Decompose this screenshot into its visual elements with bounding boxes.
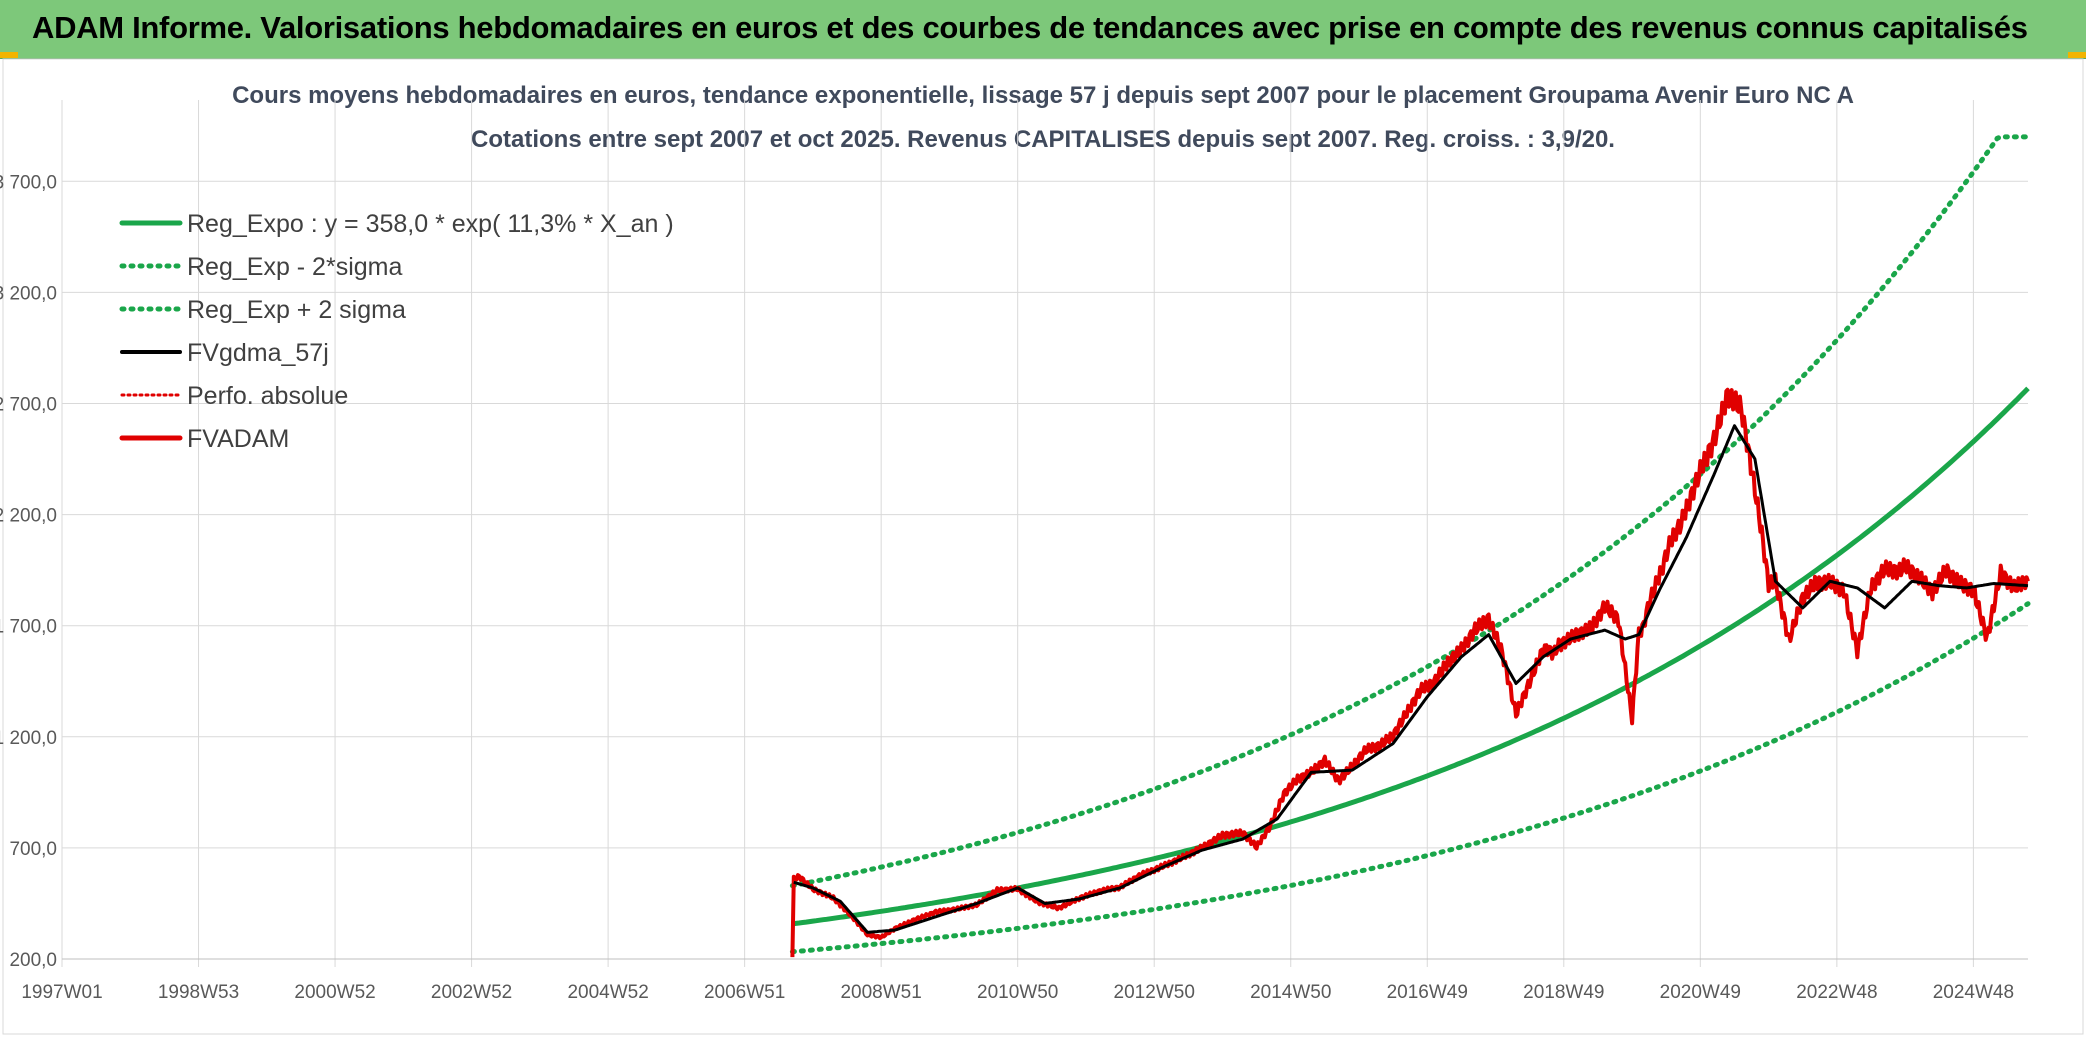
x-tick-label: 2002W52 bbox=[431, 982, 512, 1003]
chart-title-line2: Cotations entre sept 2007 et oct 2025. R… bbox=[471, 126, 1615, 153]
x-tick-label: 2016W49 bbox=[1387, 982, 1468, 1003]
reg-exp-plus-2-sigma-line bbox=[789, 134, 2031, 889]
y-tick-label: 1 200,0 bbox=[0, 728, 57, 749]
legend-label: FVgdma_57j bbox=[187, 339, 329, 367]
chart-border bbox=[2, 58, 2084, 1035]
x-tick-label: 2000W52 bbox=[294, 982, 375, 1003]
x-axis-tick-labels: 1997W01 1998W53 2000W52 2002W52 2004W52 2006W… bbox=[21, 982, 2014, 1003]
x-tick-label: 2010W50 bbox=[977, 982, 1058, 1003]
x-tick-label: 2020W49 bbox=[1660, 982, 1741, 1003]
legend-label: Perfo. absolue bbox=[187, 382, 348, 410]
chart-area: Cours moyens hebdomadaires en euros, ten… bbox=[0, 58, 2086, 1037]
x-tick-label: 2022W48 bbox=[1796, 982, 1877, 1003]
report-banner-title: ADAM Informe. Valorisations hebdomadaire… bbox=[32, 10, 2028, 45]
fvgdma-57j-line bbox=[793, 424, 2029, 934]
x-tick-label: 2024W48 bbox=[1933, 982, 2014, 1003]
report-banner: ADAM Informe. Valorisations hebdomadaire… bbox=[0, 0, 2086, 59]
y-axis-tick-labels: 200,0 700,0 1 200,0 1 700,0 2 200,0 2 700,0 3 … bbox=[0, 172, 57, 971]
chart-legend: Reg_Expo : y = 358,0 * exp( 11,3% * X_an… bbox=[119, 210, 674, 453]
y-tick-label: 3 700,0 bbox=[0, 172, 57, 193]
line-chart: Cours moyens hebdomadaires en euros, ten… bbox=[0, 58, 2084, 1035]
x-tick-label: 2006W51 bbox=[704, 982, 785, 1003]
y-tick-label: 3 200,0 bbox=[0, 283, 57, 304]
x-tick-label: 2008W51 bbox=[840, 982, 921, 1003]
y-tick-label: 1 700,0 bbox=[0, 617, 57, 638]
legend-label: Reg_Exp + 2 sigma bbox=[187, 296, 406, 324]
y-tick-label: 700,0 bbox=[9, 839, 57, 860]
horizontal-gridlines bbox=[62, 180, 2028, 960]
legend-label: FVADAM bbox=[187, 425, 289, 453]
vertical-gridlines bbox=[61, 100, 1974, 967]
legend-label: Reg_Expo : y = 358,0 * exp( 11,3% * X_an… bbox=[187, 210, 674, 238]
y-tick-label: 2 700,0 bbox=[0, 395, 57, 416]
x-tick-label: 1997W01 bbox=[21, 982, 102, 1003]
x-tick-label: 2004W52 bbox=[567, 982, 648, 1003]
chart-title-line1: Cours moyens hebdomadaires en euros, ten… bbox=[232, 82, 1854, 109]
chart-series bbox=[789, 134, 2031, 958]
y-tick-label: 200,0 bbox=[9, 950, 57, 971]
x-tick-label: 1998W53 bbox=[158, 982, 239, 1003]
corner-marker bbox=[2068, 52, 2086, 58]
y-tick-label: 2 200,0 bbox=[0, 506, 57, 527]
legend-label: Reg_Exp - 2*sigma bbox=[187, 253, 402, 281]
x-tick-label: 2012W50 bbox=[1114, 982, 1195, 1003]
corner-marker bbox=[0, 52, 18, 58]
x-tick-label: 2018W49 bbox=[1523, 982, 1604, 1003]
reg-exp-minus-2-sigma-line bbox=[789, 601, 2031, 955]
x-tick-label: 2014W50 bbox=[1250, 982, 1331, 1003]
